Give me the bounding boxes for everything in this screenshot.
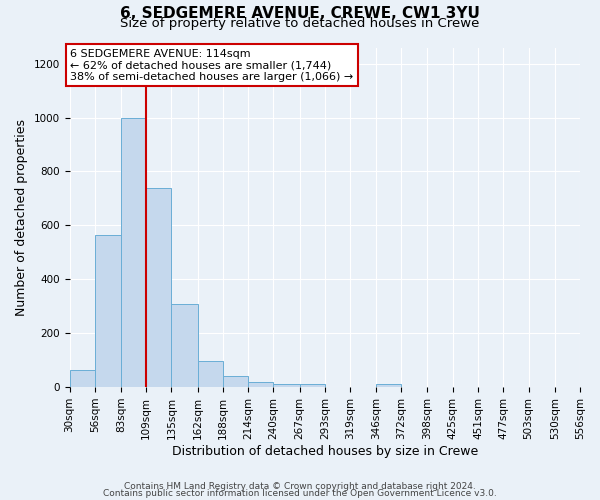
Bar	[197, 362, 223, 387]
Bar	[223, 376, 248, 387]
Text: Contains HM Land Registry data © Crown copyright and database right 2024.: Contains HM Land Registry data © Crown c…	[124, 482, 476, 491]
Text: 6, SEDGEMERE AVENUE, CREWE, CW1 3YU: 6, SEDGEMERE AVENUE, CREWE, CW1 3YU	[120, 6, 480, 20]
Bar	[172, 304, 197, 387]
Bar	[146, 188, 172, 387]
Bar	[121, 118, 146, 387]
Text: 6 SEDGEMERE AVENUE: 114sqm
← 62% of detached houses are smaller (1,744)
38% of s: 6 SEDGEMERE AVENUE: 114sqm ← 62% of deta…	[70, 49, 354, 82]
X-axis label: Distribution of detached houses by size in Crewe: Distribution of detached houses by size …	[172, 444, 478, 458]
Text: Size of property relative to detached houses in Crewe: Size of property relative to detached ho…	[121, 18, 479, 30]
Y-axis label: Number of detached properties: Number of detached properties	[15, 119, 28, 316]
Bar	[299, 384, 325, 387]
Bar	[376, 384, 401, 387]
Bar	[274, 384, 299, 387]
Bar	[95, 235, 121, 387]
Bar	[248, 382, 274, 387]
Bar	[70, 370, 95, 387]
Text: Contains public sector information licensed under the Open Government Licence v3: Contains public sector information licen…	[103, 490, 497, 498]
